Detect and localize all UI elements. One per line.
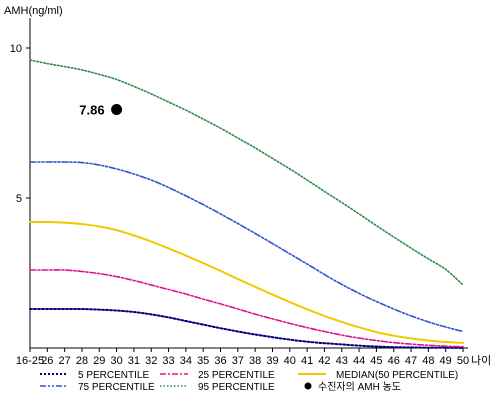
- x-tick-label: 39: [266, 355, 278, 367]
- x-tick-label: 31: [128, 355, 140, 367]
- legend-label: MEDIAN(50 PERCENTILE): [336, 370, 458, 381]
- x-axis-title: 나이: [471, 354, 491, 367]
- x-tick-label: 35: [197, 355, 209, 367]
- series-layer: [29, 59, 464, 349]
- highlight-layer: 7.86: [79, 103, 123, 118]
- y-tick-label: 5: [16, 193, 22, 205]
- series-line-95-percentile: [29, 59, 464, 286]
- x-tick-label: 32: [145, 355, 157, 367]
- x-tick-label: 16-25: [16, 355, 44, 367]
- legend-marker: [304, 382, 312, 390]
- x-tick-label: 27: [59, 355, 71, 367]
- x-tick-label: 49: [440, 355, 452, 367]
- x-tick-label: 38: [249, 355, 261, 367]
- legend-label: 수진자의 AMH 농도: [318, 381, 401, 393]
- x-tick-label: 40: [284, 355, 296, 367]
- x-tick-label: 41: [301, 355, 313, 367]
- series-line-median-50-percentile: [29, 220, 464, 344]
- x-tick-label: 44: [353, 355, 365, 367]
- x-tick-label: 48: [422, 355, 434, 367]
- series-line-75-percentile: [29, 161, 464, 333]
- series-line-25-percentile: [29, 269, 464, 348]
- x-tick-label: 36: [214, 355, 226, 367]
- patient-amh-point: [111, 104, 123, 115]
- legend: 5 PERCENTILE 25 PERCENTILE MEDIAN(50 PERCE…: [40, 370, 458, 393]
- x-tick-label: 30: [110, 355, 122, 367]
- x-tick-label: 26: [41, 355, 53, 367]
- x-tick-label: 33: [162, 355, 174, 367]
- x-tick-label: 29: [93, 355, 105, 367]
- y-tick-label: 10: [10, 43, 22, 55]
- x-tick-label: 46: [388, 355, 400, 367]
- legend-label: 25 PERCENTILE: [198, 370, 275, 381]
- legend-label: 75 PERCENTILE: [78, 382, 155, 393]
- x-tick-label: 28: [76, 355, 88, 367]
- x-tick-label: 47: [405, 355, 417, 367]
- patient-amh-value-label: 7.86: [79, 103, 104, 118]
- legend-label: 95 PERCENTILE: [198, 382, 275, 393]
- x-tick-label: 45: [370, 355, 382, 367]
- x-tick-label: 50: [457, 355, 469, 367]
- series-line-5-percentile: [29, 307, 464, 349]
- x-tick-label: 37: [232, 355, 244, 367]
- legend-label: 5 PERCENTILE: [78, 370, 149, 381]
- x-tick-label: 43: [336, 355, 348, 367]
- y-axis-title: AMH(ng/ml): [4, 5, 63, 17]
- x-tick-label: 34: [180, 355, 192, 367]
- x-tick-label: 42: [318, 355, 330, 367]
